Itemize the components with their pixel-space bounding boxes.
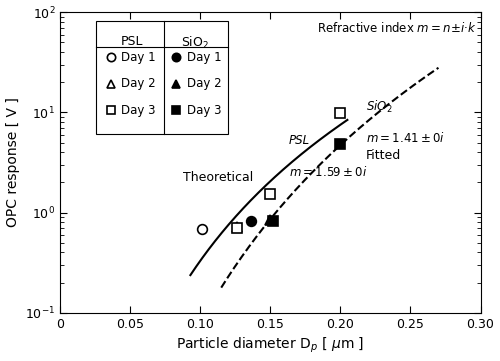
Text: $m = 1.41\pm0i$: $m = 1.41\pm0i$: [366, 131, 444, 145]
Y-axis label: OPC response [ V ]: OPC response [ V ]: [6, 97, 20, 227]
Text: Theoretical: Theoretical: [183, 170, 254, 183]
Text: Day 3: Day 3: [121, 104, 156, 117]
Text: Day 2: Day 2: [186, 78, 221, 91]
FancyBboxPatch shape: [96, 21, 228, 134]
Text: Day 1: Day 1: [121, 51, 156, 64]
Text: $m = 1.59\pm0i$: $m = 1.59\pm0i$: [288, 165, 367, 179]
Text: PSL: PSL: [288, 134, 310, 147]
Text: Day 2: Day 2: [121, 78, 156, 91]
Text: Day 1: Day 1: [186, 51, 221, 64]
X-axis label: Particle diameter D$_p$ [ $\mu$m ]: Particle diameter D$_p$ [ $\mu$m ]: [176, 336, 364, 356]
Text: Day 3: Day 3: [186, 104, 221, 117]
Text: SiO$_2$: SiO$_2$: [180, 35, 208, 51]
Text: SiO$_2$: SiO$_2$: [366, 99, 392, 115]
Text: Refractive index $m = n±i · k$: Refractive index $m = n±i · k$: [317, 21, 476, 35]
Text: Fitted: Fitted: [366, 149, 401, 162]
Text: PSL: PSL: [120, 35, 143, 48]
